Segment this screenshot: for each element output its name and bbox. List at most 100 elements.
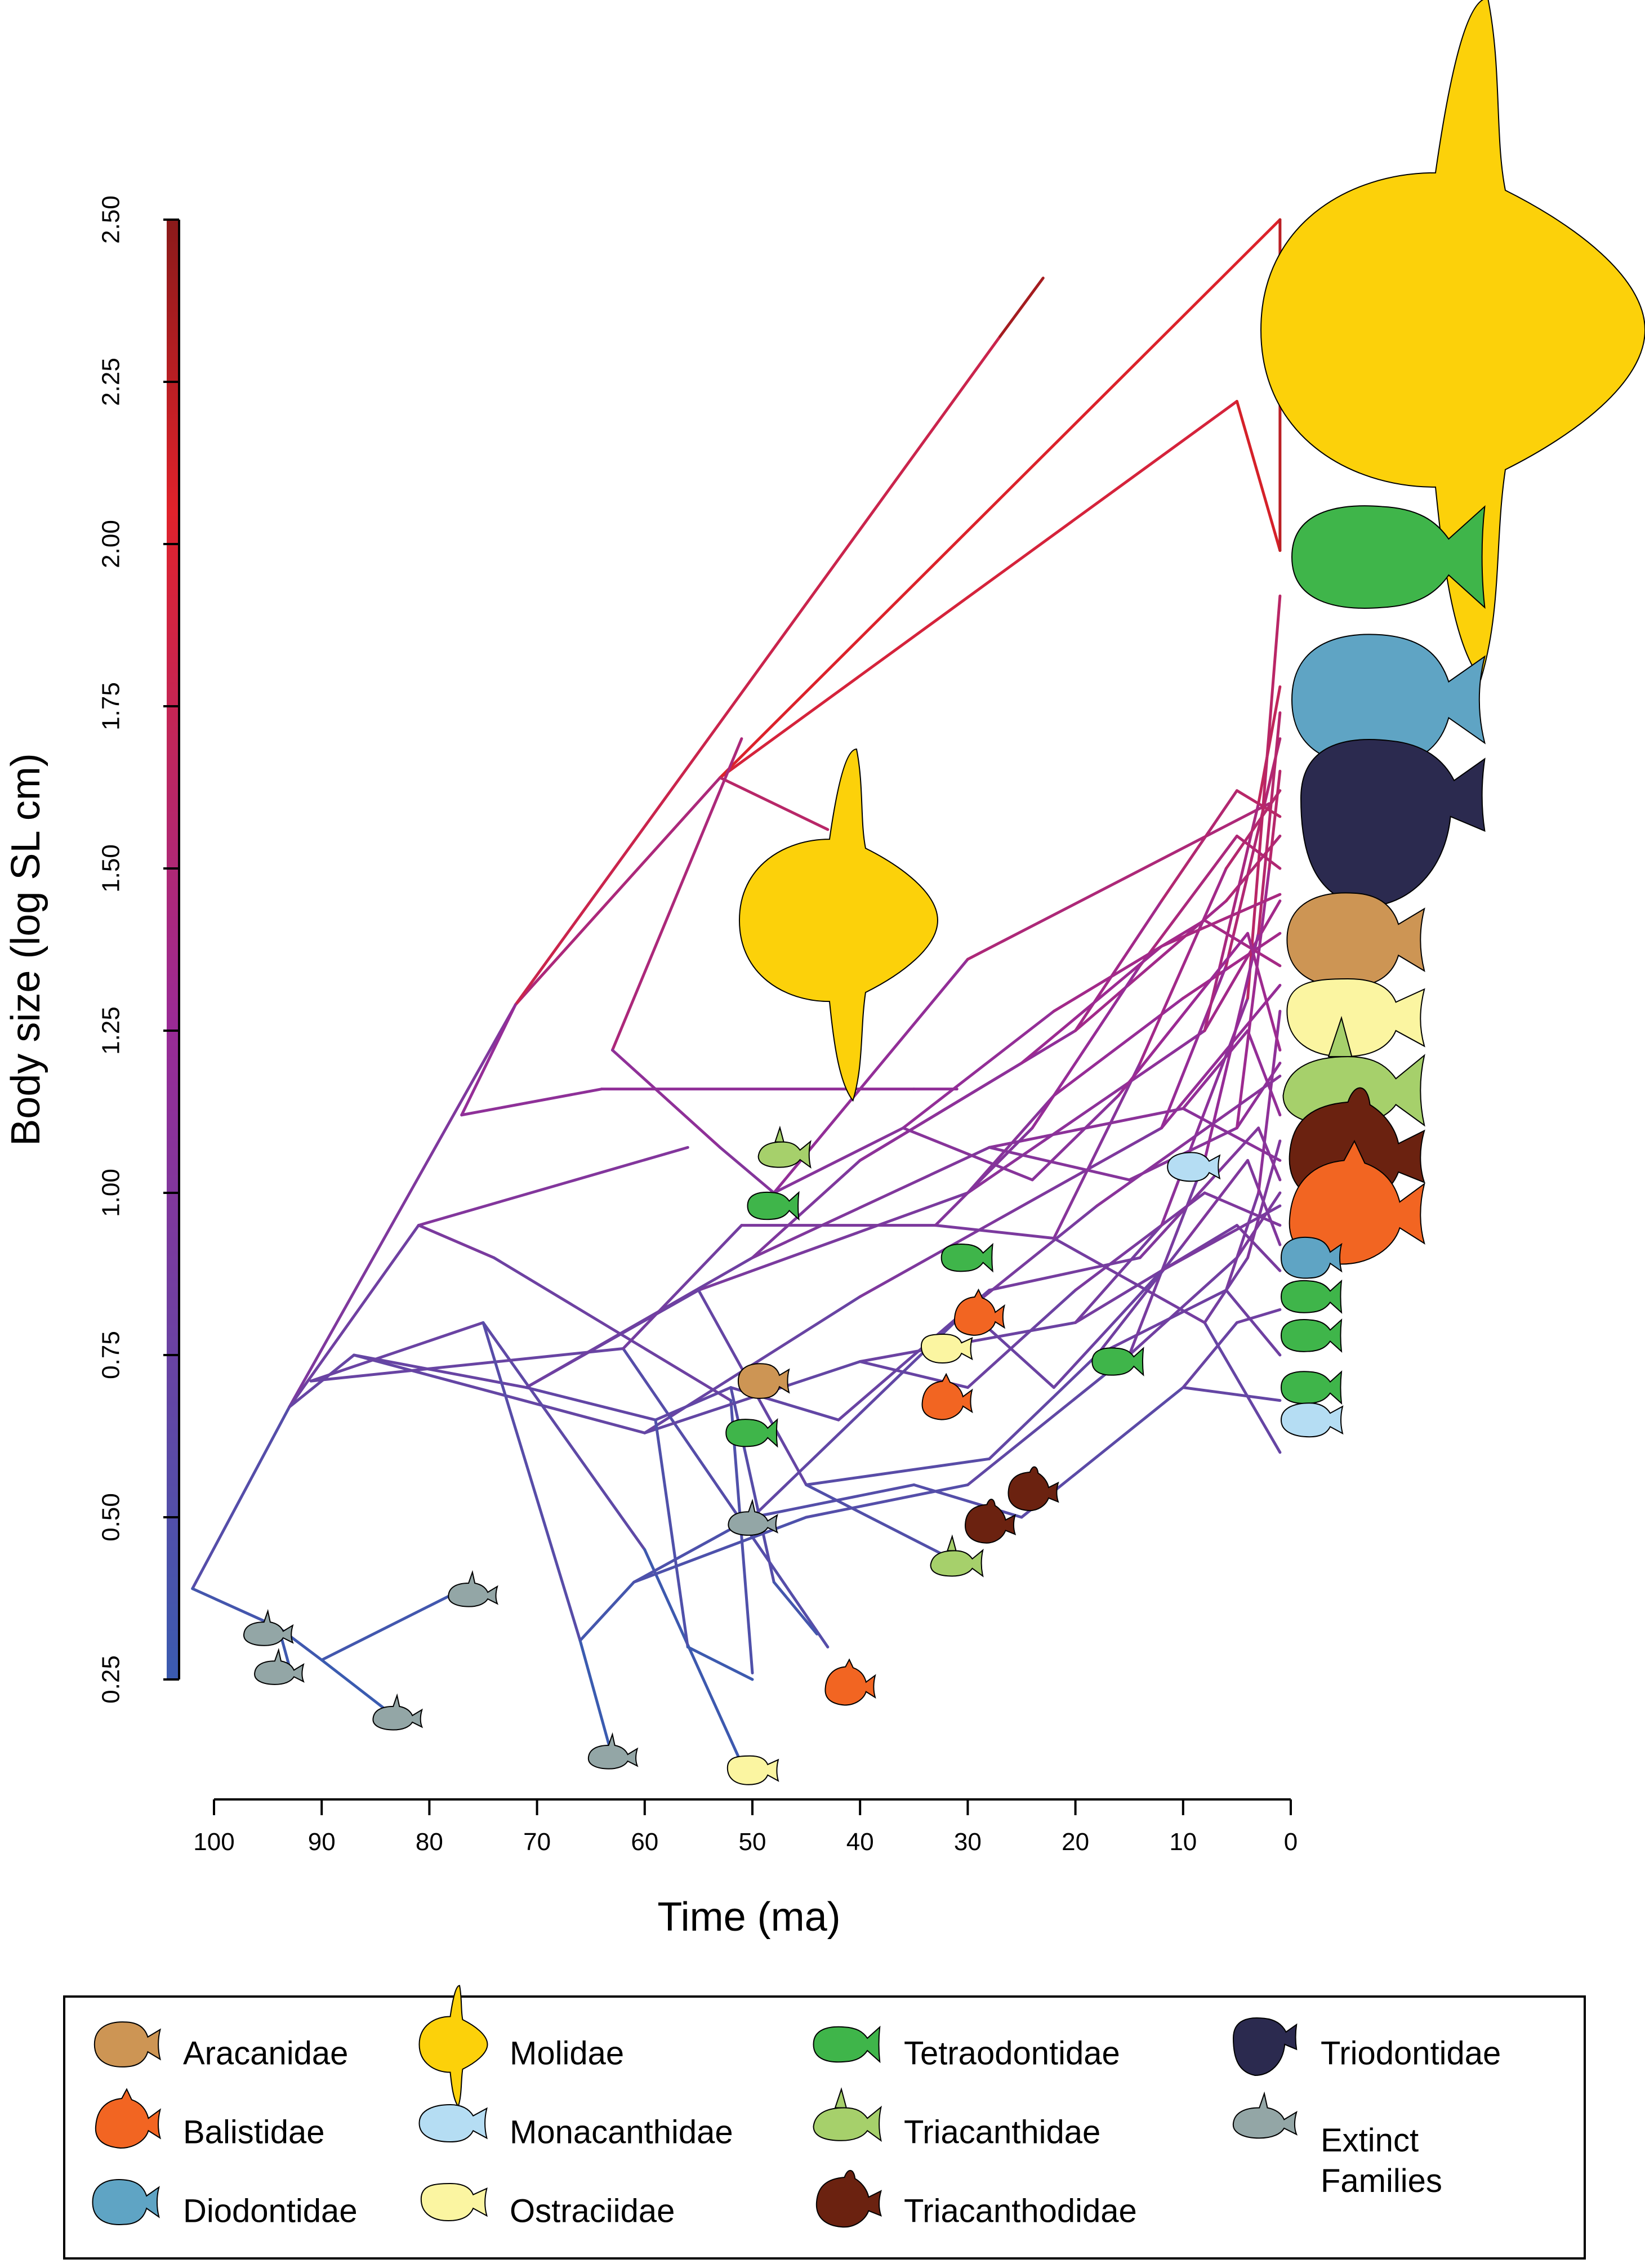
fish-shape: [940, 1242, 993, 1273]
lineage-segment: [1182, 1158, 1250, 1246]
lineage-19: [578, 1191, 1282, 1642]
fish-shape: [813, 2087, 882, 2142]
lineage-segment: [805, 1483, 948, 1558]
lineage-segment: [719, 776, 830, 831]
lineage-segment: [772, 1580, 819, 1636]
lineage-segment: [719, 218, 1282, 779]
fish-shape: [1291, 505, 1486, 609]
lineage-segment: [1160, 893, 1282, 948]
tip-tetraodontidae-icon: [1280, 1318, 1343, 1353]
x-tick-label: 100: [193, 1828, 234, 1856]
legend-item-triacanthidae: Triacanthidae: [813, 2087, 1100, 2150]
lineage-27: [805, 1289, 1282, 1486]
triacanthidae-icon: [930, 1534, 984, 1578]
triacanthodidae-icon: [815, 2169, 882, 2228]
fish-shape: [725, 1418, 778, 1448]
fish-shape: [1232, 2017, 1298, 2077]
lineage-segment: [1160, 1204, 1282, 1272]
fish-shape: [372, 1693, 423, 1731]
tetraodontidae-icon: [1091, 1347, 1144, 1376]
lineage-segment: [966, 1204, 1099, 1311]
lineage-segment: [610, 737, 743, 1052]
lineage-segment: [1117, 932, 1250, 1097]
fish-shape: [813, 2025, 881, 2064]
lineage-8: [288, 1146, 689, 1409]
lineage-segment: [460, 1088, 603, 1117]
x-tick-label: 90: [308, 1828, 336, 1856]
lineage-segment: [902, 1126, 1034, 1182]
legend-label: Aracanidae: [183, 2035, 348, 2071]
fish-shape: [1300, 739, 1486, 907]
lineage-segment: [1095, 1243, 1185, 1357]
balistidae-icon: [954, 1288, 1006, 1336]
lineage-segment: [729, 1399, 754, 1674]
monacanthidae-icon: [418, 2104, 488, 2142]
lineage-49: [654, 1418, 754, 1681]
triacanthidae-icon: [757, 1125, 812, 1169]
aracanidae-icon: [737, 1363, 790, 1399]
lineage-41: [1203, 1139, 1282, 1324]
lineage-segment: [751, 1146, 991, 1259]
lineage-segment: [353, 1353, 528, 1389]
lineage-21: [191, 1587, 453, 1661]
legend-label: Ostraciidae: [510, 2193, 675, 2229]
lineage-segment: [1246, 594, 1282, 1000]
lineage-segment: [417, 1146, 689, 1227]
lineage-segment: [719, 400, 1238, 779]
lineage-segment: [1182, 1029, 1250, 1110]
fish-shape: [418, 2104, 488, 2142]
lineage-segment: [1235, 789, 1282, 818]
fish-shape: [92, 2179, 160, 2225]
lineage-segment: [1203, 919, 1282, 968]
lineage-segment: [1235, 867, 1271, 1130]
lineage-segment: [460, 1003, 517, 1117]
tip-aracanidae-icon: [1286, 892, 1425, 988]
x-tick-label: 20: [1062, 1828, 1089, 1856]
lineage-segment: [1235, 834, 1282, 870]
fish-shape: [815, 2169, 882, 2228]
lineage-segment: [353, 1353, 647, 1434]
lineage-46: [772, 919, 1282, 1195]
lineage-segment: [1224, 1289, 1282, 1357]
lineage-segment: [1095, 1289, 1228, 1357]
ostraciidae-icon: [420, 2183, 488, 2221]
y-tick-label: 2.50: [97, 195, 125, 244]
lineage-segment: [1052, 919, 1206, 1013]
lineage-segment: [934, 1126, 1034, 1227]
lineage-segment: [805, 1457, 991, 1486]
x-tick-label: 50: [739, 1828, 766, 1856]
fish-shape: [243, 1608, 294, 1646]
x-axis-title: Time (ma): [657, 1895, 840, 1940]
fish-shape: [1007, 1466, 1059, 1512]
balistidae-icon: [824, 1658, 876, 1706]
fish-shape: [1286, 892, 1425, 988]
triacanthodidae-icon: [1007, 1466, 1059, 1512]
lineage-segment: [578, 1580, 636, 1642]
x-tick-label: 0: [1284, 1828, 1298, 1856]
lineage-segment: [632, 1516, 808, 1584]
lineage-segment: [988, 1353, 1099, 1460]
lineage-segment: [1182, 1321, 1238, 1389]
legend: Aracanidae Balistidae Diodontidae Molidae Mo…: [63, 1985, 1586, 2260]
tip-tetraodontidae-icon: [1291, 505, 1486, 609]
lineage-segment: [1138, 834, 1238, 968]
lineage-segment: [654, 1418, 689, 1648]
tetraodontidae-icon: [940, 1242, 993, 1273]
lineage-segment: [988, 1256, 1142, 1292]
fish-shape: [1280, 1279, 1343, 1314]
lineage-segment: [288, 1003, 517, 1409]
x-tick-label: 80: [416, 1828, 443, 1856]
lineage-segment: [697, 1191, 969, 1292]
legend-label: Tetraodontidae: [904, 2035, 1120, 2071]
lineage-segment: [686, 1645, 754, 1681]
triodontidae-icon: [1232, 2017, 1298, 2077]
lineage-30: [1160, 737, 1282, 1130]
x-tick-label: 40: [846, 1828, 874, 1856]
lineage-segment: [417, 1224, 496, 1259]
legend-label: Balistidae: [183, 2114, 324, 2150]
lineage-segment: [524, 1256, 754, 1389]
lineage-segment: [1052, 1062, 1142, 1240]
x-tick-label: 60: [631, 1828, 658, 1856]
balistidae-icon: [95, 2088, 162, 2149]
